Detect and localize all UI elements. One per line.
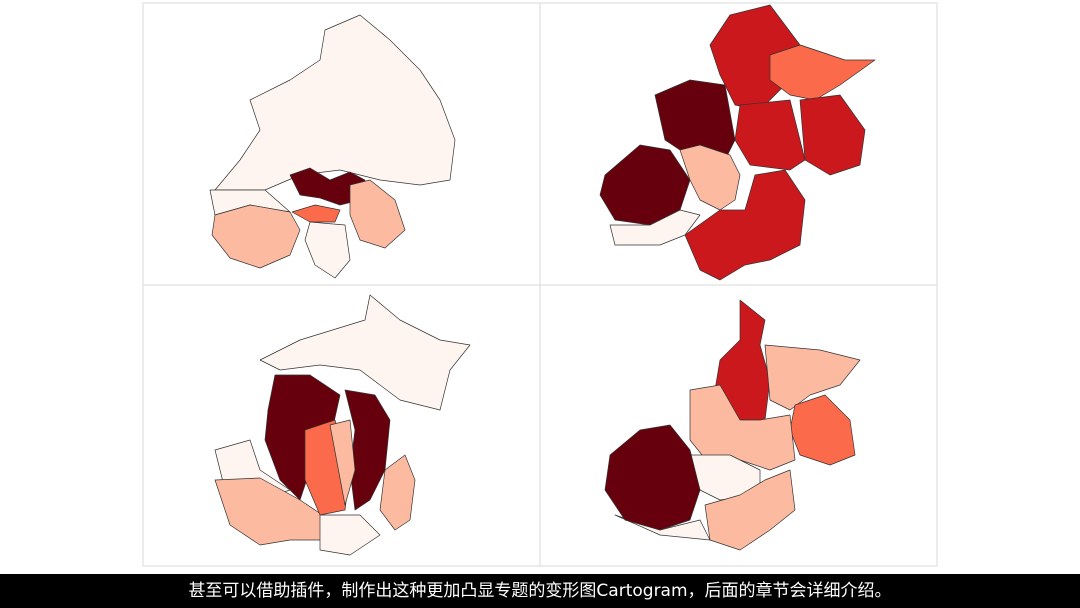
map-top-left xyxy=(209,14,456,279)
district xyxy=(214,14,456,191)
district xyxy=(764,344,861,411)
district xyxy=(679,144,741,211)
district xyxy=(769,44,876,101)
map-bottom-left xyxy=(214,294,471,556)
district xyxy=(344,389,391,511)
caption: 甚至可以借助插件，制作出这种更加凸显专题的变形图Cartogram，后面的章节会… xyxy=(0,574,1080,608)
district xyxy=(291,204,341,223)
district xyxy=(264,374,341,501)
district xyxy=(379,454,416,531)
district xyxy=(609,209,701,246)
slide xyxy=(142,2,938,567)
district xyxy=(304,221,351,279)
district xyxy=(684,169,806,281)
district xyxy=(704,469,796,551)
district xyxy=(604,424,701,531)
district xyxy=(259,294,471,411)
district xyxy=(349,179,406,249)
district xyxy=(319,514,381,556)
map-top-right xyxy=(599,4,876,281)
district xyxy=(211,204,301,269)
district xyxy=(329,419,356,506)
map-bottom-right xyxy=(604,299,861,551)
